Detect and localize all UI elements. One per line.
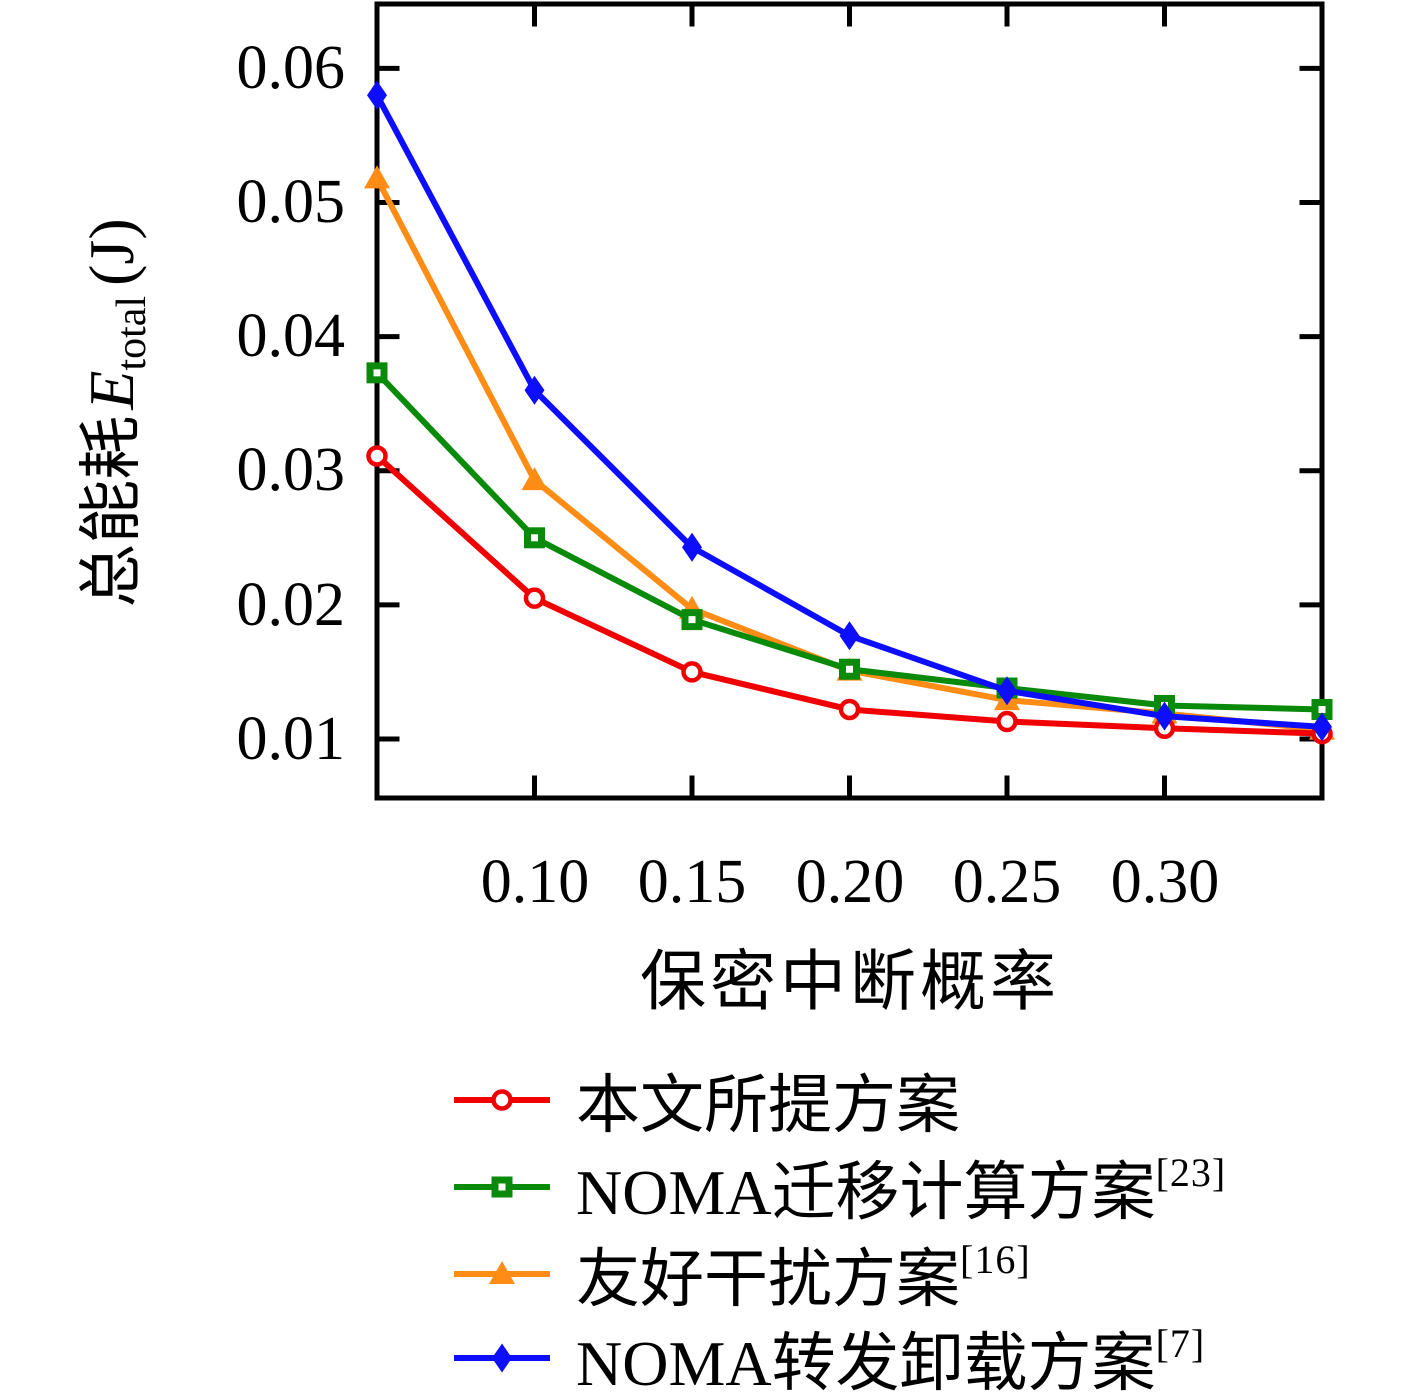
- x-tick-label-0.25: 0.25: [952, 848, 1062, 916]
- legend-line-triangle-icon: [454, 1261, 550, 1284]
- legend-label: NOMA迁移计算方案[23]: [576, 1141, 1226, 1233]
- x-tick-label-0.30: 0.30: [1110, 848, 1220, 916]
- y-axis-variable: E: [76, 370, 147, 410]
- legend-label-text: NOMA迁移计算方案: [576, 1157, 1156, 1228]
- legend-item-friendly-jamming: 友好干扰方案[16]: [452, 1232, 1031, 1316]
- legend-line-circle-icon: [454, 1089, 550, 1111]
- legend-citation: [16]: [960, 1237, 1031, 1282]
- y-tick-label-0.04: 0.04: [236, 302, 346, 370]
- y-tick-label-0.02: 0.02: [236, 571, 346, 639]
- y-tick-label-0.06: 0.06: [236, 34, 346, 102]
- legend-label-text: 本文所提方案: [576, 1070, 960, 1141]
- legend-item-noma-migration: NOMA迁移计算方案[23]: [452, 1145, 1226, 1229]
- legend-item-noma-relay-offload: NOMA转发卸载方案[7]: [452, 1316, 1205, 1400]
- legend-label-text: 友好干扰方案: [576, 1244, 960, 1315]
- x-axis-title: 保密中断概率: [640, 946, 1060, 1019]
- legend-label: NOMA转发卸载方案[7]: [576, 1312, 1205, 1400]
- legend-item-proposed: 本文所提方案: [452, 1058, 960, 1142]
- x-tick-label-0.15: 0.15: [637, 848, 747, 916]
- legend-citation: [23]: [1155, 1150, 1227, 1195]
- y-tick-label-0.03: 0.03: [236, 436, 346, 504]
- legend-citation: [7]: [1155, 1321, 1206, 1366]
- x-tick-label-0.20: 0.20: [795, 848, 905, 916]
- y-tick-label-0.01: 0.01: [236, 705, 346, 773]
- legend-line-square-icon: [454, 1176, 550, 1198]
- legend-label: 友好干扰方案[16]: [576, 1228, 1031, 1320]
- legend-label: 本文所提方案: [576, 1054, 960, 1146]
- y-axis-title: 总能耗Etotal(J): [67, 13, 157, 813]
- legend-line-diamond-icon: [454, 1343, 550, 1373]
- y-tick-label-0.05: 0.05: [236, 168, 346, 236]
- x-tick-label-0.10: 0.10: [480, 848, 590, 916]
- legend-label-text: NOMA转发卸载方案: [576, 1328, 1156, 1399]
